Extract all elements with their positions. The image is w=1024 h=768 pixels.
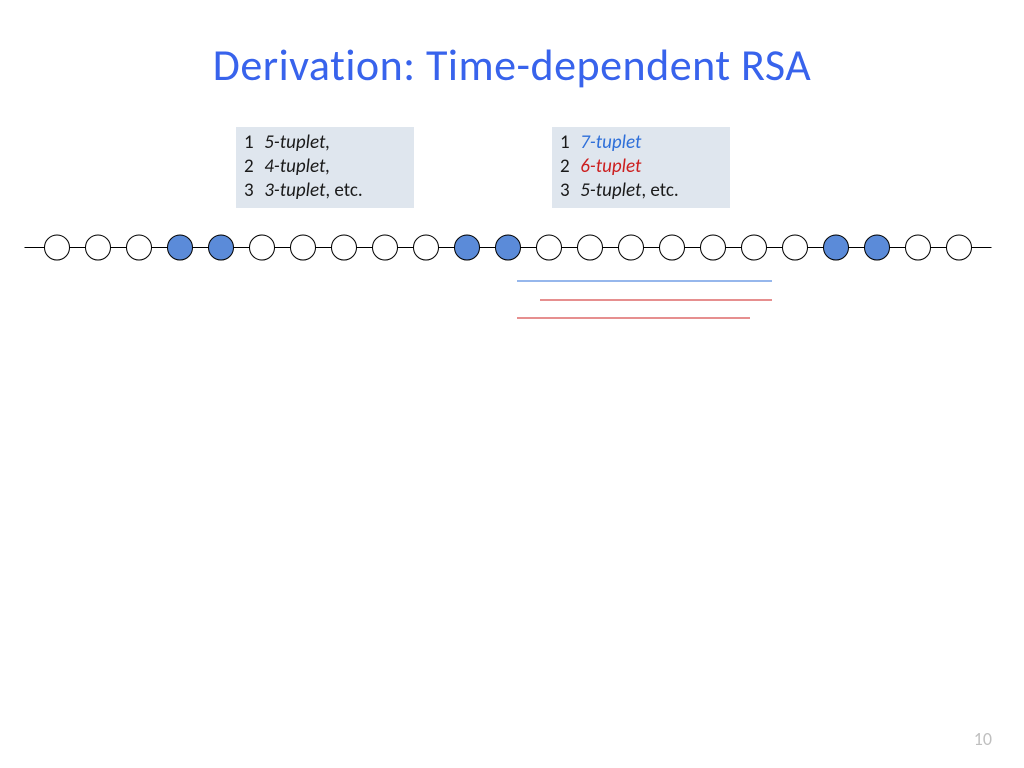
circle-filled: [209, 235, 234, 260]
circle-empty: [291, 235, 316, 260]
circle-filled: [496, 235, 521, 260]
circle-empty: [783, 235, 808, 260]
legend-row: 1 7-tuplet: [560, 131, 720, 155]
circle-empty: [537, 235, 562, 260]
circle-filled: [824, 235, 849, 260]
circle-filled: [455, 235, 480, 260]
circle-chain: [0, 233, 1024, 262]
legend-row: 3 5-tuplet, etc.: [560, 179, 720, 203]
circle-empty: [701, 235, 726, 260]
circle-empty: [906, 235, 931, 260]
circle-empty: [45, 235, 70, 260]
legend-left: 1 5-tuplet,2 4-tuplet,3 3-tuplet, etc.: [236, 127, 414, 208]
circle-empty: [373, 235, 398, 260]
circle-empty: [127, 235, 152, 260]
circle-empty: [332, 235, 357, 260]
circle-empty: [578, 235, 603, 260]
circle-empty: [250, 235, 275, 260]
circle-empty: [619, 235, 644, 260]
tuplet-underlines: [0, 276, 1024, 323]
legend-row: 1 5-tuplet,: [244, 131, 404, 155]
legend-row: 2 6-tuplet: [560, 155, 720, 179]
page-title: Derivation: Time-dependent RSA: [0, 38, 1024, 92]
circle-empty: [742, 235, 767, 260]
circle-filled: [865, 235, 890, 260]
legend-row: 2 4-tuplet,: [244, 155, 404, 179]
circle-filled: [168, 235, 193, 260]
circle-empty: [414, 235, 439, 260]
circle-empty: [86, 235, 111, 260]
legend-row: 3 3-tuplet, etc.: [244, 179, 404, 203]
circle-empty: [947, 235, 972, 260]
legend-right: 1 7-tuplet2 6-tuplet3 5-tuplet, etc.: [552, 127, 730, 208]
circle-empty: [660, 235, 685, 260]
page-number: 10: [974, 728, 992, 750]
